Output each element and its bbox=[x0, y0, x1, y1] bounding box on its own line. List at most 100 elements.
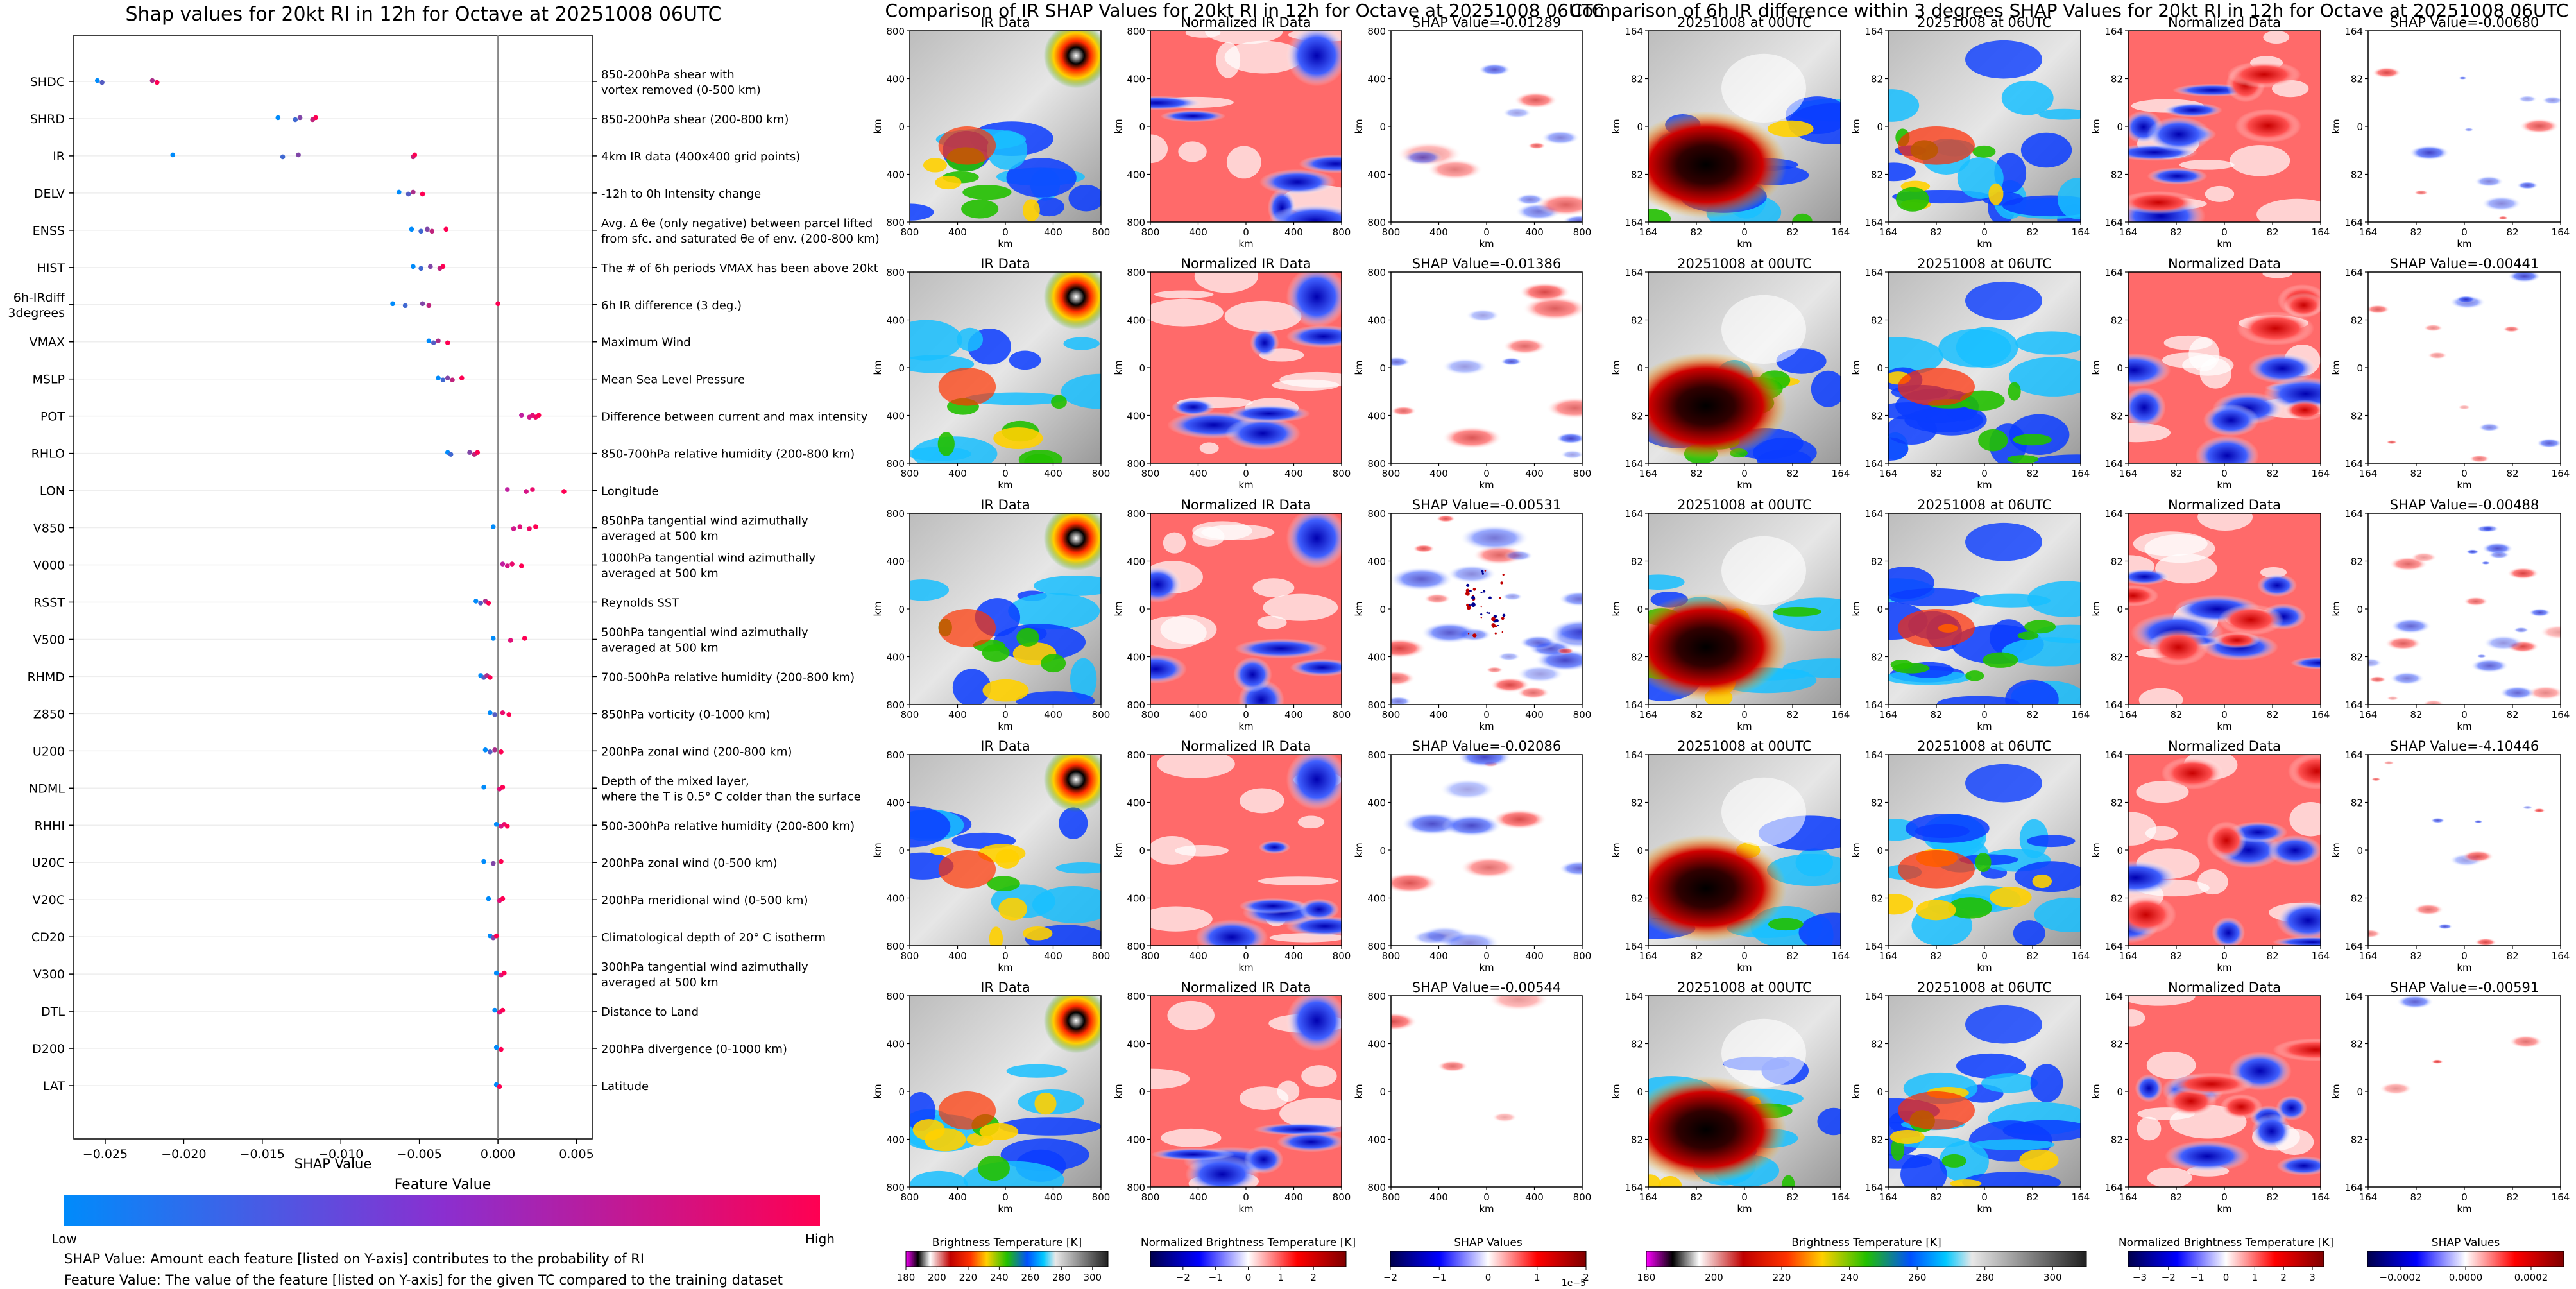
ir06-panel bbox=[1888, 513, 2081, 705]
x-tick-label: 0 bbox=[2221, 226, 2228, 238]
y-axis-label: km bbox=[872, 119, 883, 133]
x-tick-label: 400 bbox=[1525, 226, 1544, 238]
x-tick-label: 82 bbox=[1786, 1191, 1798, 1203]
shapd-panel bbox=[2367, 754, 2561, 946]
y-tick-label: 0 bbox=[1379, 845, 1386, 857]
y-tick-label: 164 bbox=[2344, 699, 2363, 711]
y-tick-label: 800 bbox=[1367, 699, 1386, 711]
shap-point bbox=[405, 191, 411, 197]
shap-point bbox=[99, 80, 105, 85]
colorbar-tick-label: 2 bbox=[1583, 1272, 1589, 1283]
y-tick-label: 400 bbox=[1127, 315, 1145, 327]
x-tick-label: 0 bbox=[1002, 1191, 1009, 1203]
x-tick-label: 82 bbox=[2170, 1191, 2182, 1203]
feature-description: 300hPa tangential wind azimuthally averag… bbox=[601, 960, 808, 989]
feature-description: 500-300hPa relative humidity (200-800 km… bbox=[601, 819, 855, 833]
x-axis-label: km bbox=[1238, 238, 1253, 250]
x-tick-label: 800 bbox=[1382, 1191, 1401, 1203]
y-tick-label: 82 bbox=[2351, 411, 2363, 422]
ir-panel bbox=[909, 513, 1102, 705]
shap-point bbox=[488, 675, 493, 680]
x-tick-label: 800 bbox=[1382, 468, 1401, 479]
x-tick-label: 164 bbox=[2359, 950, 2378, 962]
x-axis-label: km bbox=[1737, 238, 1752, 250]
y-tick-label: 400 bbox=[886, 556, 905, 568]
y-tick-label: 82 bbox=[2351, 74, 2363, 85]
y-tick-label: 400 bbox=[886, 1039, 905, 1050]
feature-description: 200hPa divergence (0-1000 km) bbox=[601, 1043, 787, 1056]
x-axis-label: km bbox=[2217, 721, 2231, 732]
shap-point bbox=[94, 78, 100, 83]
colorbar-tick-label: 260 bbox=[1908, 1272, 1927, 1283]
norm-panel bbox=[1150, 754, 1342, 946]
x-tick-label: 164 bbox=[1832, 950, 1850, 962]
colorbar-label: Brightness Temperature [K] bbox=[932, 1236, 1082, 1249]
y-tick-label: 82 bbox=[2111, 652, 2123, 663]
feature-description: 200hPa zonal wind (0-500 km) bbox=[601, 857, 778, 870]
y-axis-label: km bbox=[1850, 360, 1862, 375]
y-tick-label: 164 bbox=[1864, 941, 1883, 952]
x-tick-label: 164 bbox=[2552, 709, 2570, 721]
colorbar bbox=[2128, 1251, 2324, 1267]
panel-title: 20251008 at 06UTC bbox=[1917, 15, 2052, 30]
y-tick-label: 800 bbox=[886, 508, 905, 520]
panel-title: Normalized Data bbox=[2168, 256, 2281, 271]
y-tick-label: 800 bbox=[1127, 749, 1145, 761]
y-tick-label: 82 bbox=[1631, 169, 1643, 181]
shap-point bbox=[426, 338, 432, 344]
shap-point bbox=[493, 970, 499, 976]
x-tick-label: 82 bbox=[1930, 950, 1942, 962]
x-tick-label: 82 bbox=[2026, 226, 2038, 238]
y-tick-label: 82 bbox=[1871, 1134, 1883, 1146]
shapd-panel bbox=[2367, 30, 2561, 223]
y-tick-label: 164 bbox=[1864, 1182, 1883, 1193]
panel-title: 20251008 at 06UTC bbox=[1917, 738, 2052, 754]
x-tick-label: 800 bbox=[1141, 709, 1160, 721]
x-tick-label: 164 bbox=[1639, 468, 1658, 479]
shapd-panel bbox=[2367, 271, 2561, 464]
colorbar-tick-label: 280 bbox=[1052, 1272, 1071, 1283]
x-axis-label: km bbox=[998, 238, 1012, 250]
feature-description: 850-200hPa shear with vortex removed (0-5… bbox=[601, 68, 761, 97]
x-tick-label: 400 bbox=[948, 950, 967, 962]
y-axis-label: km bbox=[1610, 1084, 1622, 1098]
x-axis-label: km bbox=[2217, 479, 2231, 491]
x-tick-label: 164 bbox=[1832, 1191, 1850, 1203]
x-tick-label: 82 bbox=[2266, 709, 2278, 721]
x-axis-label: km bbox=[1737, 1203, 1752, 1215]
colorbar-tick-label: −0.0002 bbox=[2379, 1272, 2421, 1283]
colorbar-tick-label: 0.0002 bbox=[2514, 1272, 2548, 1283]
y-tick-label: 400 bbox=[1127, 893, 1145, 905]
x-tick-label: 164 bbox=[1879, 226, 1898, 238]
y-tick-label: 82 bbox=[1631, 893, 1643, 905]
x-tick-label: 82 bbox=[1786, 226, 1798, 238]
y-tick-label: 0 bbox=[1637, 845, 1643, 857]
x-tick-label: 800 bbox=[1573, 468, 1592, 479]
panel-title: SHAP Value=-0.00544 bbox=[1412, 980, 1562, 995]
shap-point bbox=[473, 599, 479, 604]
colorbar-offset: 1e−5 bbox=[1562, 1278, 1586, 1288]
y-tick-label: 800 bbox=[886, 699, 905, 711]
ir00-panel bbox=[1648, 754, 1841, 946]
shap-point bbox=[500, 710, 506, 715]
y-tick-label: 800 bbox=[1127, 267, 1145, 278]
x-axis-label: km bbox=[1737, 479, 1752, 491]
panel-title: Normalized IR Data bbox=[1181, 256, 1311, 271]
x-tick-label: 800 bbox=[901, 468, 919, 479]
y-axis-label: km bbox=[2090, 360, 2102, 375]
ir-panel bbox=[909, 271, 1102, 464]
x-axis-label: km bbox=[1479, 721, 1494, 732]
x-tick-label: 400 bbox=[1189, 1191, 1207, 1203]
ir-panel bbox=[909, 754, 1102, 946]
panel-title: 20251008 at 06UTC bbox=[1917, 256, 2052, 271]
x-tick-label: 164 bbox=[2552, 226, 2570, 238]
feature-name: IR bbox=[53, 149, 65, 164]
x-tick-label: 164 bbox=[2359, 709, 2378, 721]
x-tick-label: 800 bbox=[1573, 226, 1592, 238]
x-tick-label: 800 bbox=[1573, 709, 1592, 721]
shap-point bbox=[492, 712, 497, 717]
shap-point bbox=[499, 858, 504, 864]
y-axis-label: km bbox=[1610, 360, 1622, 375]
x-tick-label: 82 bbox=[1690, 709, 1702, 721]
x-tick-label: 400 bbox=[948, 709, 967, 721]
